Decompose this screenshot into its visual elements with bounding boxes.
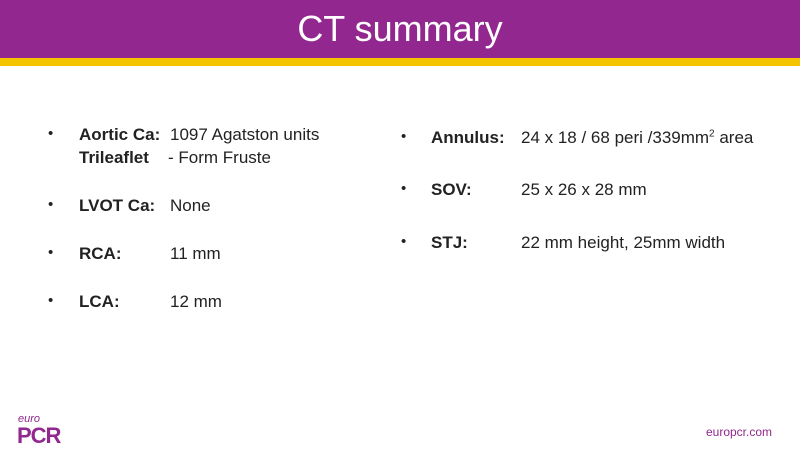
item-value: 25 x 26 x 28 mm bbox=[521, 180, 647, 199]
item-label: Annulus: bbox=[431, 128, 505, 147]
value-text: area bbox=[719, 128, 754, 147]
header-bar bbox=[0, 0, 800, 58]
bullet: • bbox=[48, 196, 54, 213]
bullet: • bbox=[48, 244, 54, 261]
item-label: LVOT Ca: bbox=[79, 196, 156, 215]
header-stripe bbox=[0, 58, 800, 66]
bullet: • bbox=[48, 292, 54, 309]
item-value: - Form Fruste bbox=[168, 148, 271, 167]
bullet: • bbox=[401, 128, 407, 145]
bullet: • bbox=[401, 233, 407, 250]
item-label: SOV: bbox=[431, 180, 472, 199]
item-label: RCA: bbox=[79, 244, 122, 263]
item-value: 24 x 18 / 68 peri /339mm2 area bbox=[521, 128, 753, 148]
item-label: Trileaflet bbox=[79, 148, 149, 167]
bullet: • bbox=[48, 125, 54, 142]
bullet: • bbox=[401, 180, 407, 197]
item-value: 22 mm height, 25mm width bbox=[521, 233, 726, 252]
title: CT summary bbox=[297, 8, 503, 49]
item-value: 11 mm bbox=[170, 244, 221, 263]
superscript: 2 bbox=[709, 128, 715, 140]
item-value: 1097 Agatston units bbox=[170, 125, 320, 144]
footer-url: europcr.com bbox=[705, 425, 772, 439]
value-text: 24 x 18 / 68 peri /339mm bbox=[521, 128, 710, 147]
item-label: LCA: bbox=[79, 292, 120, 311]
logo-small: euro bbox=[18, 413, 41, 425]
item-label: Aortic Ca: bbox=[79, 125, 161, 144]
item-value: 12 mm bbox=[170, 292, 222, 311]
logo: PCR bbox=[17, 423, 61, 448]
item-label: STJ: bbox=[431, 233, 468, 252]
item-value: None bbox=[170, 196, 211, 215]
